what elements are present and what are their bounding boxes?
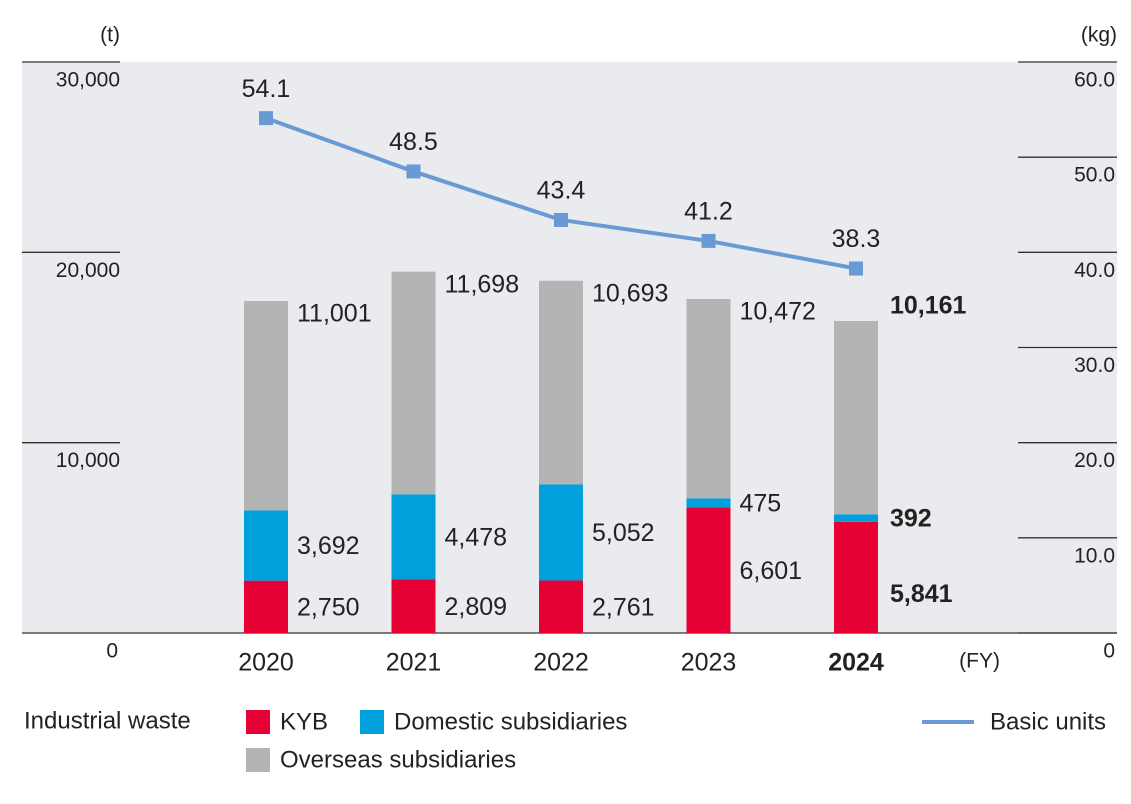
y-tick-label: 20,000 bbox=[56, 259, 120, 282]
data-label: 5,841 bbox=[890, 580, 953, 608]
y2-tick-label: 60.0 bbox=[1074, 69, 1115, 92]
line-marker bbox=[554, 212, 568, 227]
bar-segment bbox=[391, 494, 436, 580]
data-label: 475 bbox=[740, 489, 782, 517]
legend-label: Overseas subsidiaries bbox=[280, 746, 516, 773]
data-label: 6,601 bbox=[740, 557, 803, 585]
data-label: 11,698 bbox=[445, 270, 520, 298]
legend-label: Basic units bbox=[990, 708, 1106, 735]
line-label: 54.1 bbox=[242, 75, 291, 103]
x-axis-unit: (FY) bbox=[959, 650, 1000, 673]
bar-segment bbox=[244, 580, 288, 633]
data-label: 3,692 bbox=[297, 532, 360, 560]
x-tick-label: 2021 bbox=[386, 649, 442, 677]
line-marker bbox=[701, 233, 716, 248]
data-label: 5,052 bbox=[592, 519, 655, 547]
bar-segment bbox=[834, 320, 878, 515]
data-label: 10,161 bbox=[890, 292, 967, 320]
bar-segment bbox=[539, 580, 583, 633]
bar-segment bbox=[244, 301, 288, 511]
data-label: 2,750 bbox=[297, 593, 360, 621]
legend-swatch bbox=[246, 710, 270, 734]
bar-segment bbox=[686, 498, 731, 508]
y2-tick-label: 20.0 bbox=[1074, 449, 1115, 472]
data-label: 10,472 bbox=[740, 298, 816, 326]
data-label: 2,809 bbox=[445, 593, 508, 621]
x-tick-label: 2020 bbox=[238, 649, 294, 677]
line-marker bbox=[849, 261, 863, 276]
x-tick-label: 2023 bbox=[681, 649, 737, 677]
data-label: 10,693 bbox=[592, 279, 668, 307]
x-tick-label: 2022 bbox=[533, 649, 589, 677]
data-label: 392 bbox=[890, 505, 932, 533]
y-tick-label: 30,000 bbox=[56, 69, 120, 92]
bar-segment bbox=[834, 521, 878, 633]
line-label: 43.4 bbox=[537, 177, 586, 205]
data-label: 4,478 bbox=[445, 524, 508, 552]
legend-title: Industrial waste bbox=[24, 707, 191, 734]
line-label: 48.5 bbox=[389, 128, 438, 156]
line-marker bbox=[259, 111, 273, 126]
data-label: 11,001 bbox=[297, 300, 372, 328]
y2-axis-unit: (kg) bbox=[1081, 24, 1117, 47]
line-label: 38.3 bbox=[832, 225, 881, 253]
y-axis-unit: (t) bbox=[100, 24, 120, 47]
bar-segment bbox=[244, 510, 288, 581]
bar-segment bbox=[686, 299, 731, 499]
y-tick-label: 10,000 bbox=[56, 449, 120, 472]
y2-tick-label: 40.0 bbox=[1074, 259, 1115, 282]
line-label: 41.2 bbox=[684, 198, 733, 226]
bar-segment bbox=[539, 484, 583, 581]
legend-swatch bbox=[246, 748, 270, 772]
bar-segment bbox=[686, 507, 731, 633]
bar-segment bbox=[391, 271, 436, 495]
x-tick-label: 2024 bbox=[828, 649, 884, 677]
y2-tick-label: 0 bbox=[1103, 640, 1115, 663]
y-tick-label: 0 bbox=[106, 640, 118, 663]
y2-tick-label: 30.0 bbox=[1074, 354, 1115, 377]
bar-segment bbox=[539, 280, 583, 485]
legend-swatch bbox=[360, 710, 384, 734]
bar-segment bbox=[391, 579, 436, 633]
bar-segment bbox=[834, 514, 878, 522]
y2-tick-label: 50.0 bbox=[1074, 164, 1115, 187]
legend-label: KYB bbox=[280, 708, 328, 735]
data-label: 2,761 bbox=[592, 593, 655, 621]
line-marker bbox=[406, 164, 421, 179]
legend-label: Domestic subsidiaries bbox=[394, 708, 627, 735]
y2-tick-label: 10.0 bbox=[1074, 544, 1115, 567]
